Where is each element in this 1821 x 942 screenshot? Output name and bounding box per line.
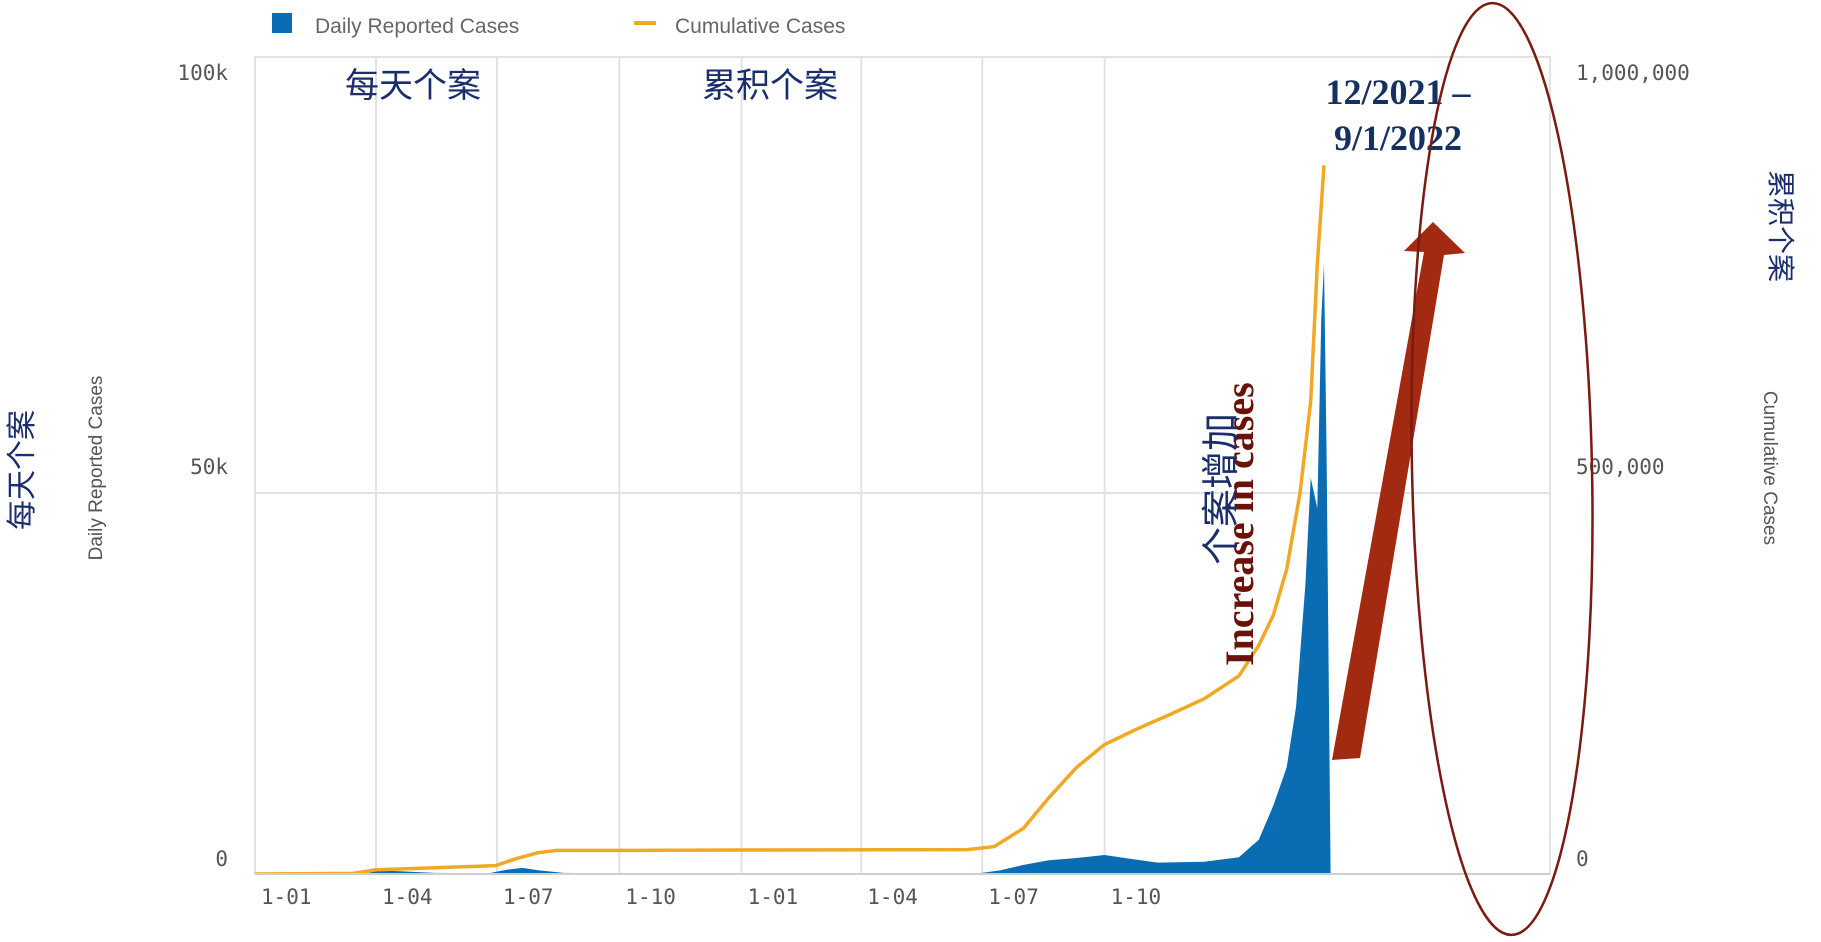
right-tick-label: 500,000 bbox=[1576, 455, 1665, 479]
x-tick-label: 1-04 bbox=[382, 885, 433, 909]
grid bbox=[255, 57, 1550, 874]
legend-cumulative-label: Cumulative Cases bbox=[675, 15, 845, 38]
x-tick-label: 1-07 bbox=[503, 885, 554, 909]
right-axis-title: Cumulative Cases bbox=[1759, 391, 1780, 545]
left-tick-label: 50k bbox=[190, 455, 228, 479]
left-axis-title: Daily Reported Cases bbox=[86, 376, 107, 561]
top-cumulative-cn-label: 累积个案 bbox=[702, 66, 838, 106]
left-tick-label: 100k bbox=[177, 61, 228, 85]
right-tick-label: 1,000,000 bbox=[1576, 61, 1690, 85]
legend-daily-swatch bbox=[272, 13, 292, 33]
left-axis-cn-label: 每天个案 bbox=[5, 410, 40, 530]
x-tick-label: 1-01 bbox=[748, 885, 799, 909]
left-tick-label: 0 bbox=[215, 847, 228, 871]
top-daily-cn-label: 每天个案 bbox=[345, 66, 481, 106]
x-tick-label: 1-10 bbox=[1111, 885, 1162, 909]
x-tick-label: 1-07 bbox=[988, 885, 1039, 909]
x-tick-label: 1-10 bbox=[625, 885, 676, 909]
x-tick-label: 1-01 bbox=[261, 885, 312, 909]
increase-en-label: Increase in cases bbox=[1217, 382, 1262, 666]
x-axis-ticks: 1-01 1-04 1-07 1-10 1-01 1-04 1-07 1-10 bbox=[261, 885, 1161, 909]
x-tick-label: 1-04 bbox=[867, 885, 918, 909]
increase-cn-label: 个案增加 bbox=[1199, 413, 1243, 565]
date-range-line2: 9/1/2022 bbox=[1334, 118, 1462, 158]
legend-cumulative-swatch bbox=[634, 21, 656, 25]
legend-daily-label: Daily Reported Cases bbox=[315, 15, 519, 38]
daily-cases-area bbox=[255, 264, 1331, 874]
right-tick-label: 0 bbox=[1576, 847, 1589, 871]
date-range-line1: 12/2021 – bbox=[1325, 72, 1471, 112]
cumulative-cases-line bbox=[255, 165, 1326, 874]
highlight-ellipse bbox=[1410, 1, 1594, 937]
right-axis-cn-label: 累积个案 bbox=[1764, 170, 1797, 282]
increase-arrow bbox=[1332, 222, 1465, 760]
